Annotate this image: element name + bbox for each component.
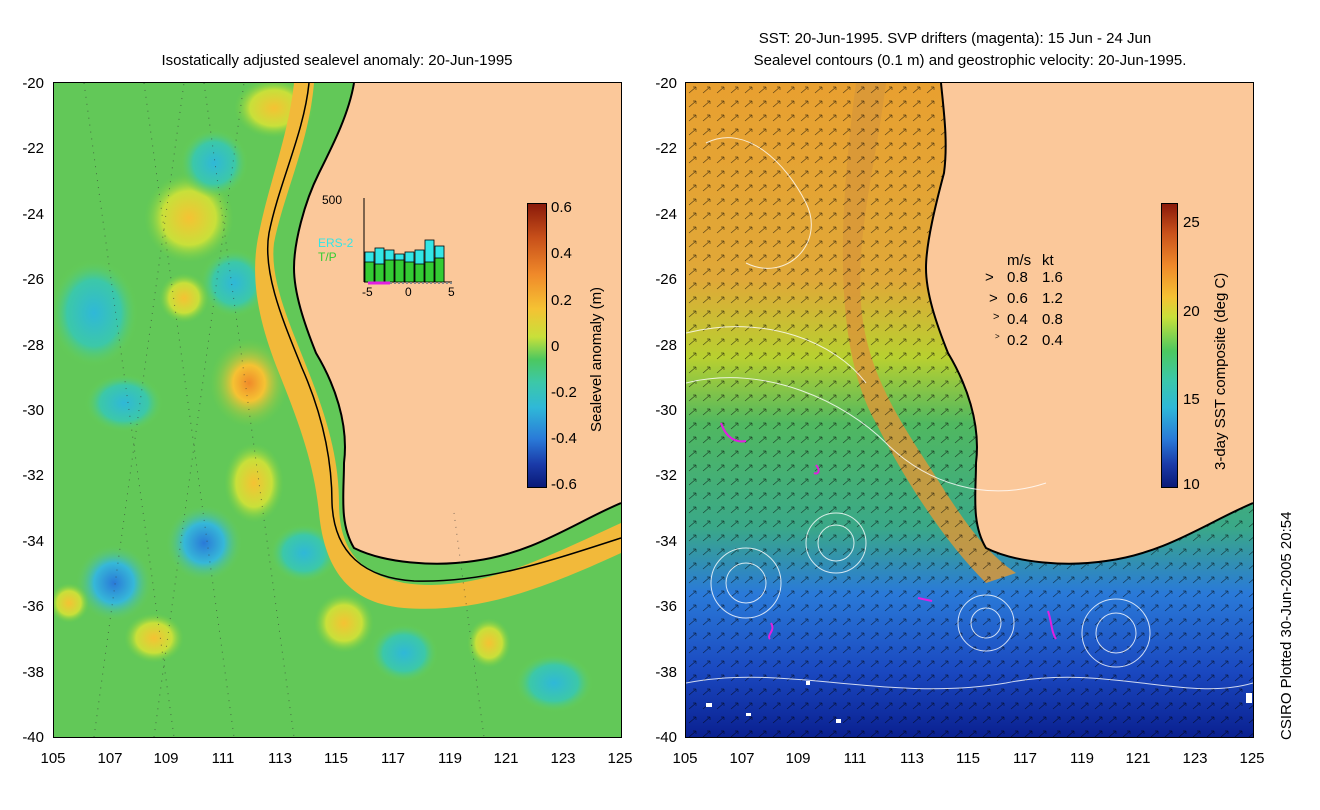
right-x-tick: 115	[956, 750, 980, 767]
left-y-tick: -34	[22, 533, 44, 550]
arrow-glyph-06-icon: >	[989, 290, 998, 307]
left-y-tick: -24	[22, 206, 44, 223]
left-y-tick: -26	[22, 271, 44, 288]
colorbar-tick: -0.2	[551, 384, 577, 401]
velocity-legend-kt: 0.8	[1042, 311, 1063, 328]
left-y-tick: -28	[22, 337, 44, 354]
inset-ers2-label: ERS-2	[318, 236, 354, 250]
left-x-tick: 119	[438, 750, 462, 767]
right-panel-title-line1: SST: 20-Jun-1995. SVP drifters (magenta)…	[758, 30, 1152, 47]
inset-x-tick: 5	[448, 285, 455, 299]
right-x-tick: 121	[1125, 750, 1151, 767]
colorbar-tick: -0.6	[551, 476, 577, 493]
right-y-tick: -38	[655, 664, 677, 681]
left-x-tick: 113	[268, 750, 292, 767]
velocity-legend-ms: 0.4	[1007, 311, 1028, 328]
arrow-glyph-04-icon: >	[993, 311, 1000, 323]
velocity-legend-kt: 0.4	[1042, 332, 1063, 349]
inset-x-tick: 0	[405, 285, 412, 299]
right-y-tick: -30	[655, 402, 677, 419]
left-x-tick: 121	[493, 750, 519, 767]
velocity-legend-kt-header: kt	[1042, 252, 1054, 269]
inset-tp-label: T/P	[318, 250, 337, 264]
left-x-tick: 115	[324, 750, 348, 767]
sst-colorbar-tick: 20	[1183, 303, 1200, 320]
sealevel-colorbar-label: Sealevel anomaly (m)	[588, 286, 605, 432]
velocity-legend-kt: 1.2	[1042, 290, 1063, 307]
right-panel-title-line2: Sealevel contours (0.1 m) and geostrophi…	[753, 52, 1187, 69]
arrow-glyph-08-icon: >	[985, 269, 994, 286]
velocity-legend: m/s kt > 0.8 1.6 > 0.6 1.2 > 0.4 0.8 > 0…	[985, 252, 1085, 352]
inset-x-tick: -5	[362, 285, 373, 299]
sst-colorbar-tick: 10	[1183, 476, 1200, 493]
colorbar-tick: 0.6	[551, 199, 572, 216]
left-y-tick: -38	[22, 664, 44, 681]
velocity-legend-ms: 0.8	[1007, 269, 1028, 286]
inset-ymax-label: 500	[322, 193, 343, 207]
right-y-tick: -20	[655, 75, 677, 92]
inset-histogram	[363, 198, 452, 285]
right-x-tick: 111	[843, 750, 867, 767]
velocity-legend-ms-header: m/s	[1007, 252, 1032, 269]
plot-credit: CSIRO Plotted 30-Jun-2005 20:54	[1278, 511, 1295, 740]
velocity-legend-ms: 0.6	[1007, 290, 1028, 307]
right-y-tick: -40	[655, 729, 677, 746]
right-x-tick: 123	[1182, 750, 1208, 767]
sst-colorbar	[1161, 203, 1178, 488]
right-y-tick: -36	[655, 598, 677, 615]
right-y-tick: -32	[655, 467, 677, 484]
left-x-tick: 109	[153, 750, 179, 767]
right-x-tick: 113	[900, 750, 924, 767]
left-x-tick: 125	[607, 750, 633, 767]
left-y-tick: -30	[22, 402, 44, 419]
colorbar-tick: 0.4	[551, 245, 572, 262]
left-x-tick: 123	[550, 750, 576, 767]
left-y-tick: -36	[22, 598, 44, 615]
right-y-tick: -28	[655, 337, 677, 354]
left-x-tick: 105	[40, 750, 66, 767]
colorbar-tick: 0	[551, 338, 560, 355]
sst-colorbar-tick: 15	[1183, 391, 1200, 408]
right-x-tick: 109	[785, 750, 811, 767]
colorbar-tick: -0.4	[551, 430, 577, 447]
arrow-glyph-02-icon: >	[995, 332, 1000, 341]
velocity-legend-kt: 1.6	[1042, 269, 1063, 286]
left-y-tick: -22	[22, 140, 44, 157]
right-x-tick: 105	[672, 750, 698, 767]
right-y-tick: -24	[655, 206, 677, 223]
sst-colorbar-label: 3-day SST composite (deg C)	[1212, 272, 1229, 470]
right-y-tick: -26	[655, 271, 677, 288]
right-x-tick: 117	[1013, 750, 1037, 767]
sealevel-colorbar	[527, 203, 547, 488]
left-y-tick: -20	[22, 75, 44, 92]
right-x-tick: 119	[1070, 750, 1094, 767]
left-y-tick: -32	[22, 467, 44, 484]
left-x-tick: 111	[211, 750, 235, 767]
sst-colorbar-tick: 25	[1183, 214, 1200, 231]
data-count-inset: 500 ERS-2 T/P -5 0 5	[310, 190, 460, 300]
left-y-tick: -40	[22, 729, 44, 746]
right-x-tick: 107	[729, 750, 755, 767]
right-y-tick: -34	[655, 533, 677, 550]
colorbar-tick: 0.2	[551, 292, 572, 309]
right-y-tick: -22	[655, 140, 677, 157]
right-x-tick: 125	[1239, 750, 1265, 767]
velocity-legend-ms: 0.2	[1007, 332, 1028, 349]
left-x-tick: 107	[97, 750, 123, 767]
left-panel-title: Isostatically adjusted sealevel anomaly:…	[161, 52, 513, 69]
left-x-tick: 117	[381, 750, 405, 767]
